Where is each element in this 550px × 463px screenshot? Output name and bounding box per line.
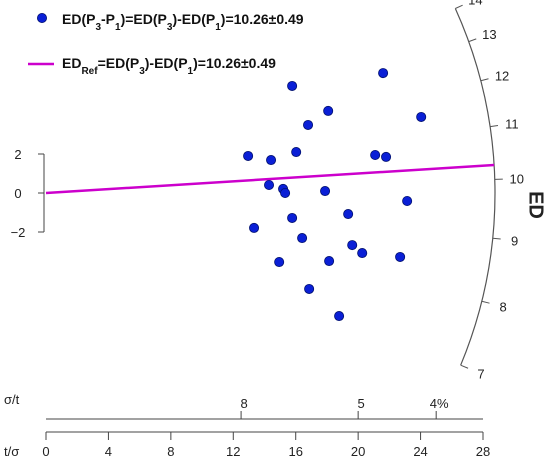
radial-tick-label: 7	[477, 367, 484, 382]
radial-tick-label: 9	[511, 233, 518, 248]
radial-tick-label: 12	[495, 68, 509, 83]
data-point	[264, 180, 275, 191]
data-point	[243, 150, 254, 161]
x-tick-label: 20	[351, 444, 365, 459]
y-tick-label: 2	[14, 147, 21, 162]
y-tick-label: −2	[11, 225, 26, 240]
legend-label-part: )-ED(P	[145, 55, 188, 71]
x-tick-label: 0	[42, 444, 49, 459]
data-point	[274, 257, 285, 268]
x-axis-label: t/σ	[4, 444, 19, 459]
radial-tick	[492, 237, 501, 240]
x-tick-label: 4	[105, 444, 112, 459]
legend-label: ED(P3-P1)=ED(P3)-ED(P1)=10.26±0.49	[62, 11, 304, 33]
legend-label-part: )=10.26±0.49	[193, 55, 276, 71]
radial-tick-label: 8	[499, 300, 506, 315]
data-point	[249, 222, 260, 233]
legend-label-part: )=ED(P	[121, 11, 167, 27]
reference-line	[45, 163, 495, 195]
data-point	[287, 212, 298, 223]
legend-label-part: 1	[188, 66, 194, 77]
data-point	[395, 251, 406, 262]
legend-label-part: 1	[215, 22, 221, 33]
legend-label-part: 1	[115, 22, 121, 33]
data-point	[291, 147, 302, 158]
x-tick-label: 16	[288, 444, 302, 459]
legend-label-part: )=10.26±0.49	[221, 11, 304, 27]
data-point	[280, 187, 291, 198]
data-point	[287, 80, 298, 91]
y-tick-label: 0	[14, 186, 21, 201]
x-tick-label: 24	[413, 444, 427, 459]
data-point	[416, 111, 427, 122]
data-point	[303, 119, 314, 130]
radial-axis-arc	[454, 8, 496, 366]
legend-label-part: 3	[139, 66, 145, 77]
data-point	[378, 68, 389, 79]
legend-label-part: )-ED(P	[172, 11, 215, 27]
radial-tick	[455, 4, 463, 9]
x2-tick-label: 5	[358, 396, 365, 411]
data-point	[266, 155, 277, 166]
data-point	[347, 240, 358, 251]
data-point	[381, 151, 392, 162]
legend-label-part: =ED(P	[98, 55, 140, 71]
legend-marker	[37, 12, 48, 23]
data-point	[343, 209, 354, 220]
radial-tick-label: 11	[505, 116, 519, 131]
x2-axis-label: σ/t	[4, 392, 20, 407]
legend-label-part: 3	[95, 22, 101, 33]
data-point	[357, 248, 368, 259]
data-point	[370, 149, 381, 160]
data-point	[304, 283, 315, 294]
data-point	[324, 256, 335, 267]
radial-tick-label: 14	[468, 0, 482, 7]
legend-label-part: ED	[62, 55, 81, 71]
legend-label-part: -P	[101, 11, 115, 27]
x2-tick-label: 8	[240, 396, 247, 411]
radial-axis-title: ED	[525, 191, 547, 219]
data-point	[297, 233, 308, 244]
legend-label-part: ED(P	[62, 11, 95, 27]
data-point	[323, 105, 334, 116]
data-point	[334, 311, 345, 322]
radial-tick-label: 10	[510, 172, 524, 187]
data-point	[402, 195, 413, 206]
x-tick-label: 12	[226, 444, 240, 459]
legend-label-part: Ref	[81, 66, 98, 77]
x2-tick-label: 4%	[430, 396, 449, 411]
radial-tick	[480, 78, 489, 82]
radial-tick	[489, 124, 499, 128]
x-tick-label: 8	[167, 444, 174, 459]
radial-tick	[481, 300, 490, 304]
legend-label-part: 3	[167, 22, 173, 33]
radial-tick	[460, 364, 469, 369]
x-tick-label: 28	[476, 444, 490, 459]
data-point	[320, 186, 331, 197]
radial-tick-label: 13	[482, 27, 496, 42]
radial-tick	[468, 38, 477, 43]
legend-label: EDRef=ED(P3)-ED(P1)=10.26±0.49	[62, 55, 276, 77]
